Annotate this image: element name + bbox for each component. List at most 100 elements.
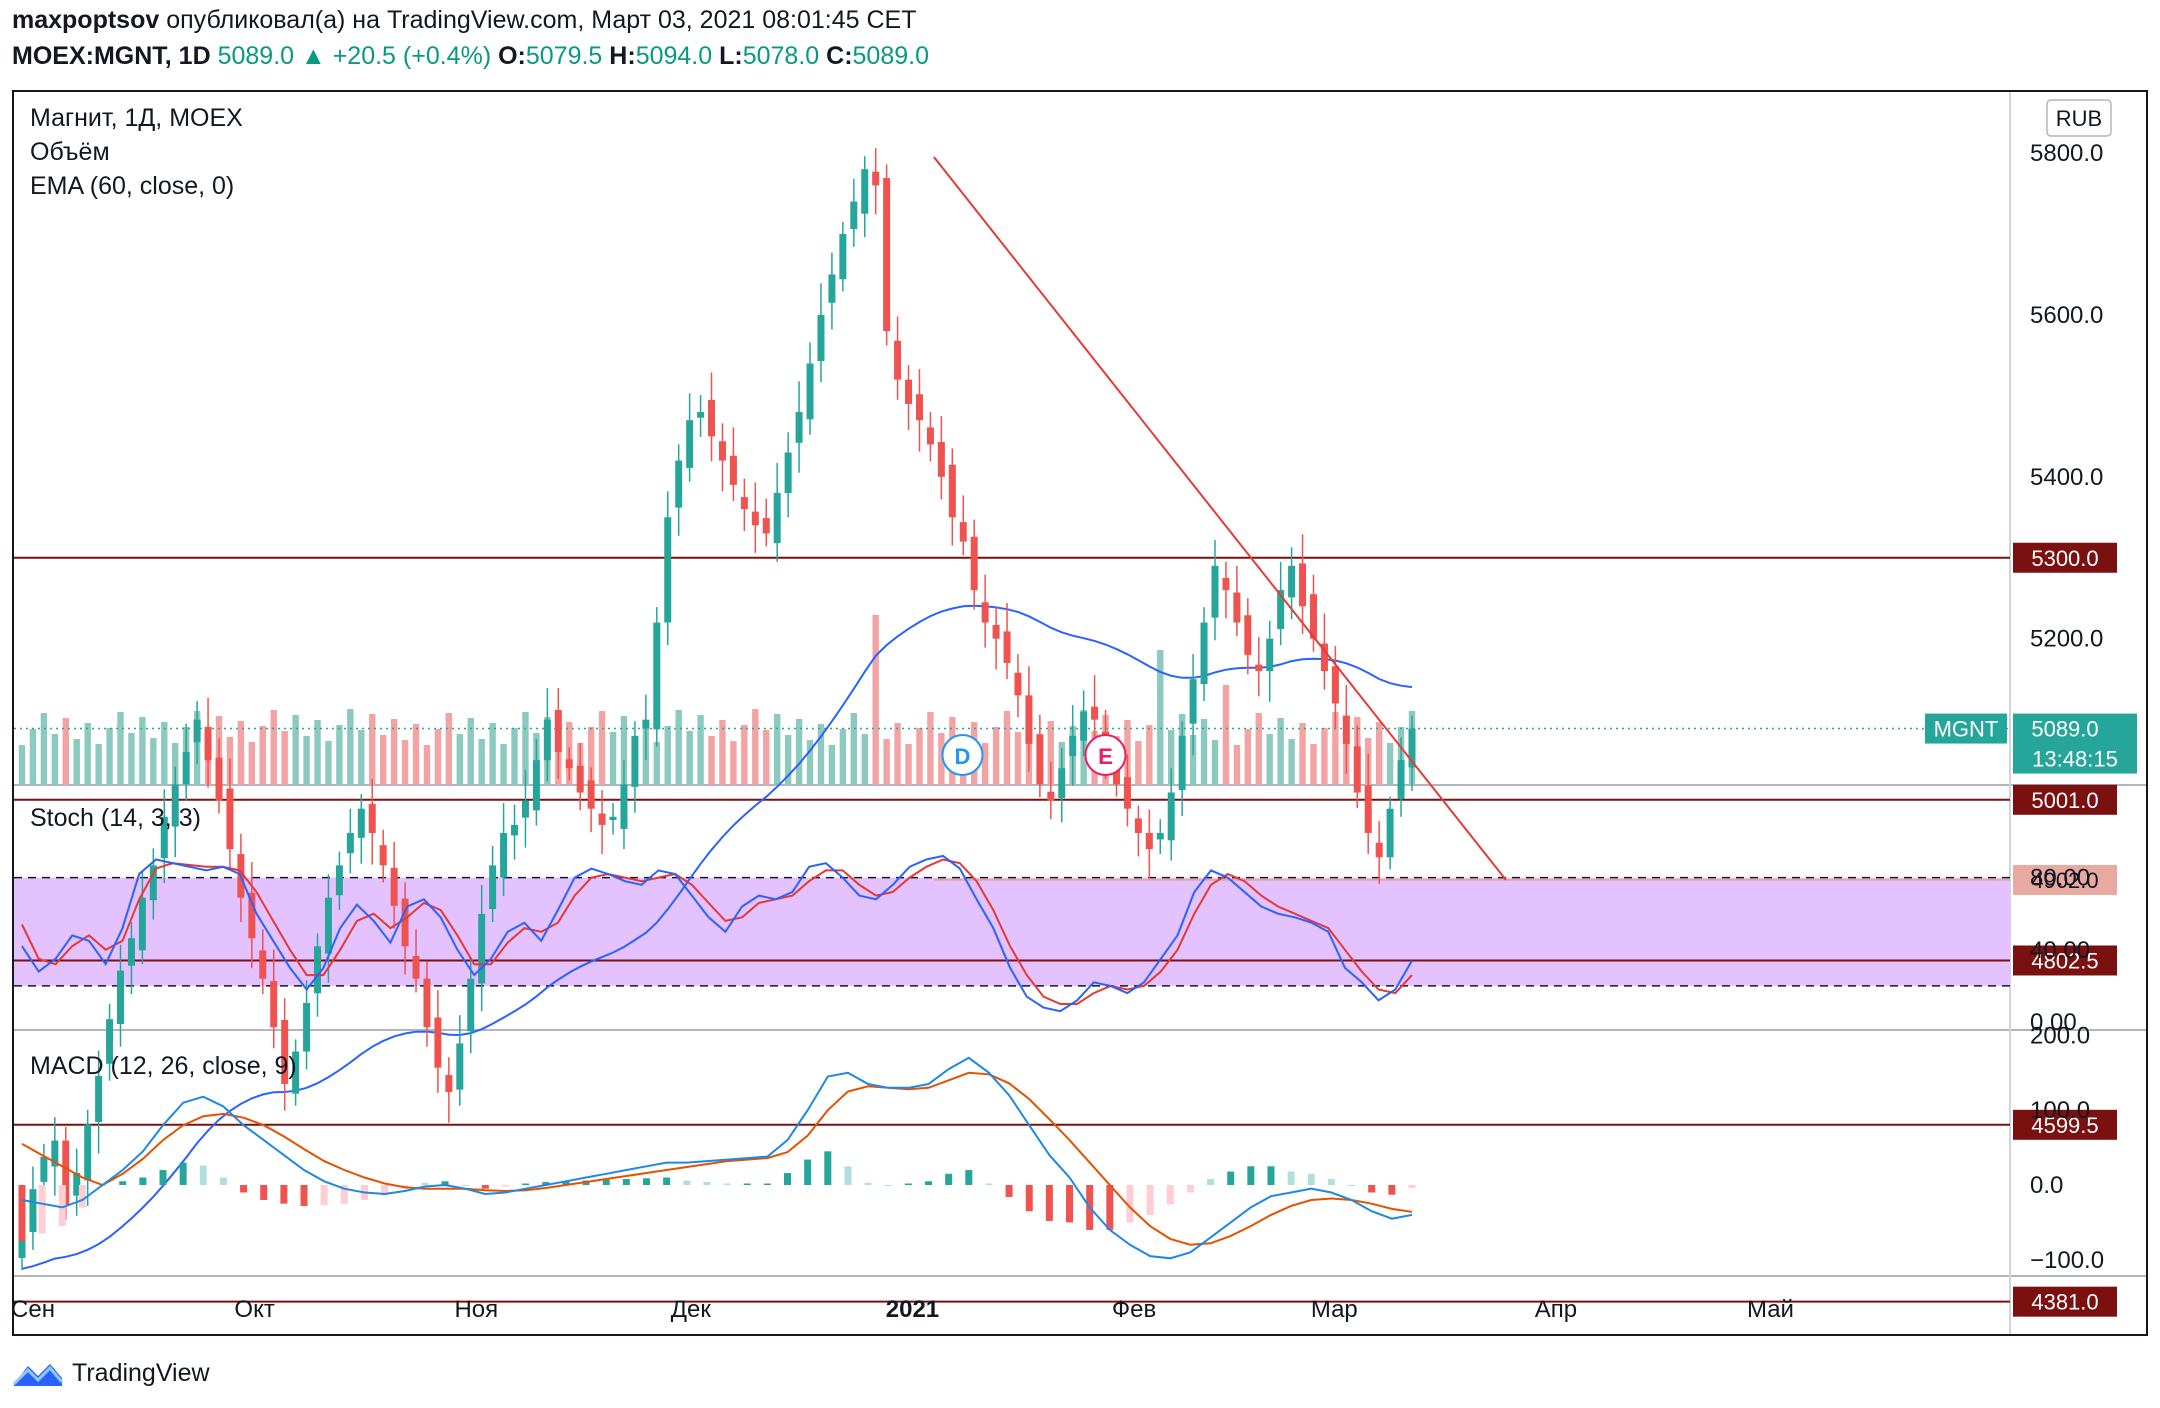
candle-body bbox=[664, 517, 672, 623]
candle-body bbox=[270, 981, 278, 1028]
tradingview-brand: TradingView bbox=[72, 1358, 210, 1387]
level-label: 5300.0 bbox=[2031, 546, 2098, 571]
volume-bar bbox=[938, 733, 945, 785]
volume-bar bbox=[347, 709, 354, 785]
candle-body bbox=[1069, 735, 1077, 757]
candle-body bbox=[204, 726, 212, 761]
candle-body bbox=[281, 1019, 289, 1084]
volume-legend[interactable]: Объём bbox=[30, 138, 110, 166]
stoch-band-layer bbox=[14, 876, 2010, 987]
symbol-tag bbox=[1925, 713, 2007, 744]
main-legend-title[interactable]: Магнит, 1Д, MOEX bbox=[30, 104, 243, 132]
level-label: 5001.0 bbox=[2031, 788, 2098, 813]
candle-body bbox=[828, 274, 836, 303]
volume-bar bbox=[172, 743, 179, 785]
volume-bar bbox=[150, 738, 157, 785]
volume-bar bbox=[730, 741, 737, 785]
candle-body bbox=[73, 1172, 81, 1196]
candle-body bbox=[872, 171, 880, 186]
candle-body bbox=[1134, 818, 1142, 833]
macd-histogram-bar bbox=[1408, 1185, 1416, 1188]
dividend-marker-icon bbox=[941, 734, 984, 776]
macd-tick-label: 200.0 bbox=[2030, 1022, 2090, 1049]
candle-body bbox=[1222, 577, 1230, 591]
time-tick-label: Мар bbox=[1311, 1296, 1358, 1323]
volume-bar bbox=[434, 729, 442, 785]
macd-histogram-bar bbox=[240, 1185, 248, 1193]
macd-histogram-bar bbox=[1227, 1171, 1235, 1185]
symbol-label: MOEX:MGNT, 1D bbox=[12, 42, 211, 70]
macd-histogram-bar bbox=[542, 1182, 550, 1185]
volume-bar bbox=[390, 719, 398, 785]
candle-body bbox=[456, 1043, 464, 1090]
volume-bar bbox=[839, 729, 847, 785]
close-value: 5089.0 bbox=[852, 42, 929, 70]
time-tick-label: Окт bbox=[234, 1296, 274, 1323]
macd-tick-label: 100.0 bbox=[2030, 1097, 2090, 1124]
macd-legend[interactable]: MACD (12, 26, close, 9) bbox=[30, 1052, 297, 1080]
macd-histogram-bar bbox=[642, 1178, 650, 1185]
price-tick-label: 5800.0 bbox=[2030, 140, 2103, 167]
volume-bar bbox=[598, 711, 606, 785]
candle-body bbox=[806, 363, 814, 420]
volume-bar bbox=[1277, 718, 1284, 785]
candle-body bbox=[1397, 760, 1405, 799]
volume-bar bbox=[894, 723, 901, 785]
candle-body bbox=[576, 765, 584, 793]
volume-bar bbox=[500, 744, 507, 785]
author-name[interactable]: maxpoptsov bbox=[12, 6, 160, 34]
low-label: L: bbox=[719, 42, 743, 70]
candle-body bbox=[248, 892, 256, 939]
candle-body bbox=[1003, 631, 1011, 663]
level-label: 4802.5 bbox=[2031, 948, 2098, 973]
volume-bar bbox=[1189, 735, 1197, 785]
macd-histogram-bar bbox=[1186, 1185, 1194, 1193]
support-label: 4902.0 bbox=[2031, 868, 2098, 893]
macd-histogram-bar bbox=[884, 1185, 892, 1186]
macd-histogram-bar bbox=[421, 1182, 429, 1185]
candle-body bbox=[642, 719, 650, 729]
macd-histogram-bar bbox=[481, 1185, 489, 1189]
candle-body bbox=[314, 946, 322, 994]
candle-body bbox=[905, 379, 913, 404]
level-tag bbox=[2013, 784, 2117, 815]
macd-histogram-bar bbox=[945, 1173, 953, 1185]
macd-histogram-bar bbox=[904, 1183, 912, 1185]
candle-body bbox=[970, 536, 978, 591]
volume-bar bbox=[467, 718, 474, 785]
macd-histogram-bar bbox=[1106, 1185, 1114, 1230]
level-tag bbox=[2013, 1109, 2117, 1140]
volume-bar bbox=[708, 736, 715, 785]
candle-body bbox=[51, 1140, 59, 1167]
candle-body bbox=[1353, 746, 1361, 793]
macd-histogram-bar bbox=[703, 1182, 711, 1185]
candle-body bbox=[1255, 664, 1263, 672]
stoch-legend[interactable]: Stoch (14, 3, 3) bbox=[30, 804, 201, 832]
macd-histogram-bar bbox=[219, 1177, 227, 1185]
volume-bar bbox=[369, 714, 376, 785]
volume-bar bbox=[281, 731, 288, 785]
candle-body bbox=[839, 233, 847, 280]
candle-body bbox=[675, 460, 683, 508]
ema-line bbox=[21, 604, 1413, 1270]
macd-histogram-bar bbox=[985, 1183, 993, 1185]
ema-legend[interactable]: EMA (60, close, 0) bbox=[30, 172, 235, 200]
tradingview-footer[interactable]: TradingView bbox=[12, 1358, 210, 1388]
macd-histogram-bar bbox=[1126, 1185, 1134, 1223]
macd-histogram-bar bbox=[139, 1177, 147, 1185]
volume-bar bbox=[1233, 745, 1241, 785]
volume-bar bbox=[1124, 720, 1131, 785]
volume-bar bbox=[511, 728, 518, 785]
candle-body bbox=[850, 201, 858, 230]
volume-bar bbox=[861, 734, 868, 785]
macd-histogram-bar bbox=[1307, 1173, 1315, 1185]
candle-body bbox=[1320, 643, 1328, 672]
ema-layer bbox=[21, 604, 1413, 1270]
candle-body bbox=[532, 760, 540, 811]
volume-bar bbox=[1299, 723, 1306, 785]
volume-bar bbox=[1222, 685, 1230, 785]
candle-body bbox=[1167, 792, 1175, 841]
volume-bar bbox=[916, 728, 923, 785]
candle-body bbox=[959, 522, 967, 542]
